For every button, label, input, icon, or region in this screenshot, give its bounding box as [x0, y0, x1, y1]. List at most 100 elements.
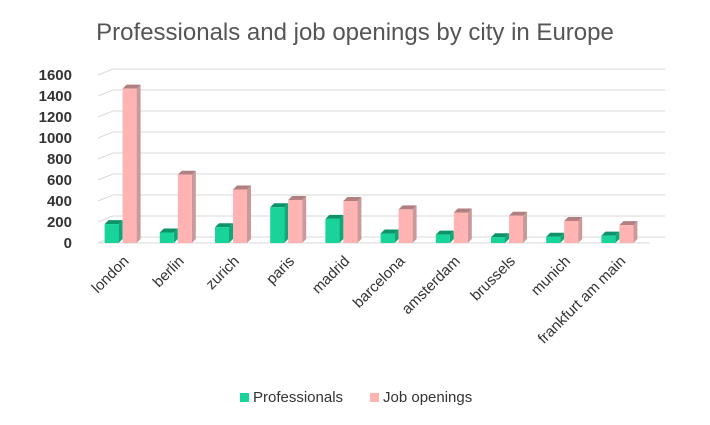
bar-front: [398, 209, 413, 243]
bar-front: [215, 227, 229, 243]
y-tick-label: 400: [47, 193, 72, 210]
bar-front: [546, 236, 561, 243]
bar-professionals: [491, 233, 509, 243]
bar-side: [412, 205, 417, 243]
bar-top: [380, 229, 399, 234]
bar-professionals: [104, 220, 123, 243]
bar-side: [615, 231, 620, 243]
y-axis-ticks: 0 200 400 600 800 1000 1200 1400 1600: [39, 67, 72, 252]
bar-side: [523, 211, 527, 243]
bar-professionals: [546, 232, 565, 243]
chart-title: Professionals and job openings by city i…: [96, 19, 614, 46]
bar-front: [435, 234, 450, 243]
x-category-label: barcelona: [350, 252, 409, 311]
bar-job-openings: [177, 170, 196, 243]
bar-top: [398, 205, 417, 210]
bar-side: [302, 195, 307, 243]
bar-top: [159, 228, 178, 233]
y-tick-label: 1200: [39, 109, 72, 126]
bar-top: [435, 230, 454, 235]
bar-front: [601, 235, 616, 243]
bar-top: [619, 221, 638, 226]
gridline: [97, 152, 665, 160]
bar-professionals: [270, 203, 289, 243]
bar-front: [619, 225, 634, 243]
x-category-label: paris: [263, 253, 298, 288]
bar-top: [177, 170, 196, 175]
bar-top: [233, 185, 251, 190]
bar-front: [233, 189, 247, 243]
bar-top: [104, 220, 123, 225]
bar-top: [491, 233, 509, 238]
bar-professionals: [601, 231, 620, 243]
y-tick-label: 200: [47, 214, 72, 231]
bar-professionals: [159, 228, 178, 243]
bar-front: [509, 215, 523, 243]
bar-front: [343, 201, 358, 243]
bar-front: [159, 232, 174, 243]
y-tick-label: 1000: [39, 130, 72, 147]
bar-job-openings: [453, 208, 472, 243]
bar-top: [270, 203, 289, 208]
bar-side: [467, 208, 472, 243]
bar-front: [491, 237, 505, 243]
gridline: [97, 131, 665, 139]
bar-front: [104, 224, 119, 243]
bar-top: [546, 232, 565, 237]
bar-side: [339, 214, 344, 243]
bar-side: [118, 220, 123, 243]
legend-label: Job openings: [383, 389, 472, 406]
bar-top: [453, 208, 472, 213]
x-category-label: madrid: [309, 253, 353, 297]
bar-side: [505, 233, 509, 243]
bar-professionals: [435, 230, 454, 243]
bar-front: [380, 233, 395, 243]
bar-front: [270, 207, 285, 243]
bar-job-openings: [398, 205, 417, 243]
x-category-label: brussels: [467, 253, 519, 305]
bar-professionals: [325, 214, 344, 243]
y-tick-label: 1600: [39, 67, 72, 84]
bar-front: [122, 88, 137, 244]
y-tick-label: 800: [47, 151, 72, 168]
bar-side: [229, 223, 233, 243]
bar-top: [122, 84, 141, 89]
gridline: [97, 215, 665, 223]
bar-front: [564, 220, 579, 243]
legend-swatch: [370, 393, 379, 402]
x-category-label: zurich: [203, 253, 243, 293]
bar-professionals: [215, 223, 233, 243]
legend-item: Job openings: [370, 389, 472, 406]
bar-top: [215, 223, 233, 228]
bar-front: [177, 174, 192, 243]
bar-top: [601, 231, 620, 236]
bar-side: [449, 230, 454, 243]
bar-job-openings: [233, 185, 251, 243]
bar-job-openings: [509, 211, 527, 243]
gridline: [97, 89, 665, 97]
gridline: [97, 110, 665, 118]
x-category-label: amsterdam: [399, 253, 464, 318]
bar-front: [453, 212, 468, 243]
bar-job-openings: [564, 216, 583, 243]
bar-side: [578, 216, 583, 243]
legend-item: Professionals: [240, 389, 343, 406]
bar-job-openings: [288, 195, 307, 243]
bar-side: [357, 197, 362, 243]
bar-job-openings: [619, 221, 638, 243]
bar-side: [560, 232, 565, 243]
bar-front: [288, 199, 303, 243]
bar-side: [247, 185, 251, 243]
x-category-label: london: [89, 253, 133, 297]
bar-top: [325, 214, 344, 219]
bar-job-openings: [343, 197, 362, 243]
legend-swatch: [240, 393, 249, 402]
bar-front: [325, 218, 340, 243]
x-axis-categories: london berlin zurich paris madridbarcelonaam…: [89, 252, 630, 347]
bar-job-openings: [122, 84, 141, 244]
y-tick-label: 0: [64, 235, 72, 252]
bar-side: [173, 228, 178, 243]
bar-side: [394, 229, 399, 243]
bar-side: [136, 84, 141, 244]
